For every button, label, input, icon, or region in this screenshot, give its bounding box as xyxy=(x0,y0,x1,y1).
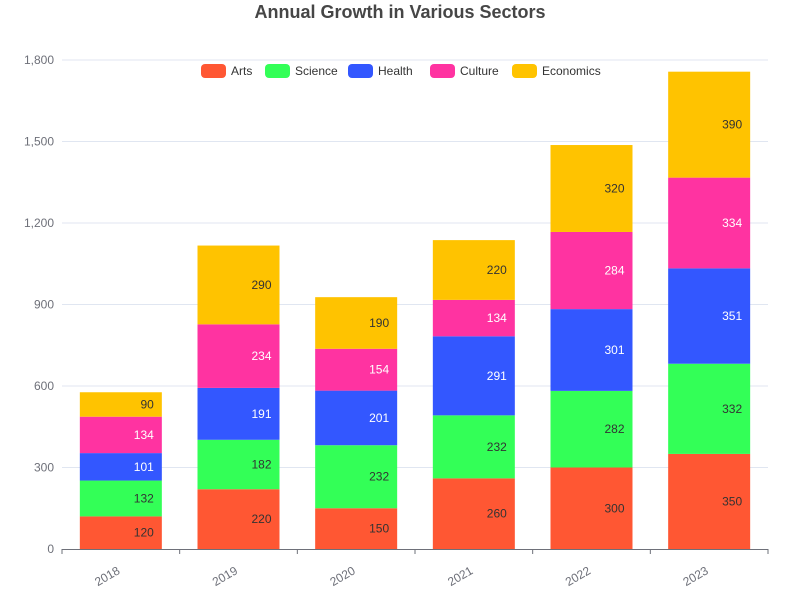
data-label: 320 xyxy=(604,181,624,195)
data-label: 300 xyxy=(604,501,624,515)
data-label: 120 xyxy=(134,526,154,540)
data-label: 190 xyxy=(369,316,389,330)
legend-label: Health xyxy=(378,64,413,78)
bar-segment xyxy=(79,392,162,417)
bar-segment xyxy=(432,478,515,549)
bar-segment xyxy=(432,240,515,300)
legend-swatch xyxy=(201,64,226,78)
bar-segment xyxy=(668,71,751,178)
bar-segment xyxy=(315,348,398,391)
x-tick-label: 2019 xyxy=(210,563,240,589)
data-label: 232 xyxy=(487,440,507,454)
data-label: 284 xyxy=(604,264,624,278)
bar-segment xyxy=(668,177,751,269)
y-tick-label: 300 xyxy=(34,461,54,475)
data-label: 332 xyxy=(722,402,742,416)
bar-segment xyxy=(197,439,280,490)
bar-segment xyxy=(315,297,398,349)
bar-segment xyxy=(79,416,162,454)
data-label: 282 xyxy=(604,422,624,436)
bar-segment xyxy=(432,336,515,416)
data-label: 132 xyxy=(134,491,154,505)
bar-segment xyxy=(550,231,633,310)
legend-label: Science xyxy=(295,64,338,78)
bar-segment xyxy=(79,453,162,481)
data-label: 134 xyxy=(487,311,507,325)
data-label: 334 xyxy=(722,216,742,230)
y-tick-label: 0 xyxy=(47,542,54,556)
chart-title: Annual Growth in Various Sectors xyxy=(254,2,546,22)
y-tick-label: 1,200 xyxy=(24,216,54,230)
x-tick-label: 2021 xyxy=(445,563,475,589)
data-label: 220 xyxy=(251,512,271,526)
data-label: 301 xyxy=(604,343,624,357)
bar-segment xyxy=(79,480,162,517)
bar-segment xyxy=(432,299,515,337)
data-label: 182 xyxy=(251,458,271,472)
legend-label: Culture xyxy=(460,64,499,78)
legend-swatch xyxy=(430,64,455,78)
y-tick-label: 900 xyxy=(34,298,54,312)
data-label: 234 xyxy=(251,349,271,363)
data-label: 201 xyxy=(369,411,389,425)
data-label: 101 xyxy=(134,460,154,474)
x-tick-label: 2022 xyxy=(563,563,593,589)
bar-segment xyxy=(197,489,280,549)
bar-segment xyxy=(315,390,398,446)
data-label: 350 xyxy=(722,494,742,508)
data-label: 150 xyxy=(369,522,389,536)
legend-swatch xyxy=(512,64,537,78)
x-tick-label: 2018 xyxy=(92,563,122,589)
x-tick-label: 2023 xyxy=(681,563,711,589)
data-label: 191 xyxy=(251,407,271,421)
data-label: 351 xyxy=(722,309,742,323)
bar-segment xyxy=(197,387,280,440)
data-label: 291 xyxy=(487,369,507,383)
legend-label: Economics xyxy=(542,64,601,78)
data-label: 134 xyxy=(134,428,154,442)
bar-segment xyxy=(550,390,633,468)
bar-segment xyxy=(197,324,280,388)
data-label: 290 xyxy=(251,278,271,292)
legend-label: Arts xyxy=(231,64,252,78)
bar-segment xyxy=(432,415,515,479)
data-label: 232 xyxy=(369,470,389,484)
y-tick-label: 1,800 xyxy=(24,53,54,67)
legend-swatch xyxy=(265,64,290,78)
bar-segment xyxy=(668,363,751,454)
bar-segment xyxy=(550,467,633,549)
bar-segment xyxy=(315,445,398,509)
bar-segment xyxy=(550,309,633,391)
legend-swatch xyxy=(348,64,373,78)
bar-segment xyxy=(668,453,751,549)
data-label: 90 xyxy=(140,397,154,411)
bar-segment xyxy=(197,245,280,325)
x-tick-label: 2020 xyxy=(328,563,358,589)
bar-segment xyxy=(550,145,633,232)
data-label: 220 xyxy=(487,263,507,277)
data-label: 390 xyxy=(722,118,742,132)
data-label: 154 xyxy=(369,363,389,377)
bar-segment xyxy=(668,268,751,364)
y-tick-label: 600 xyxy=(34,379,54,393)
bar-segment xyxy=(79,516,162,549)
data-label: 260 xyxy=(487,507,507,521)
bar-segment xyxy=(315,508,398,549)
y-tick-label: 1,500 xyxy=(24,135,54,149)
